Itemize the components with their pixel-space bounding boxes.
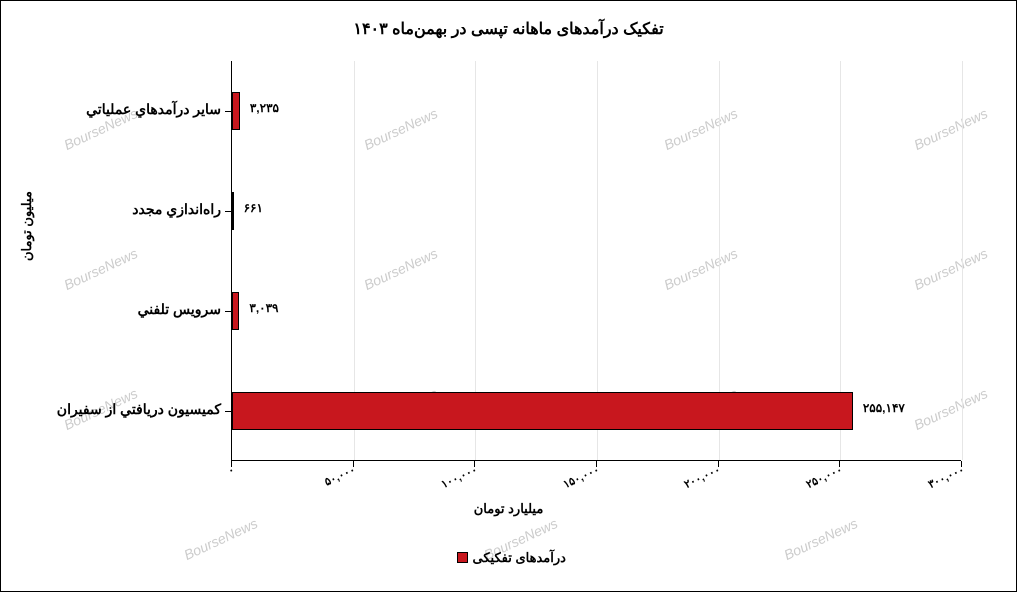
legend: درآمدهای تفکیکی xyxy=(1,549,1016,567)
y-tick-mark xyxy=(225,111,231,112)
bar-value-label: ۳,۰۳۹ xyxy=(249,301,278,315)
y-tick-mark xyxy=(225,311,231,312)
legend-marker xyxy=(457,552,468,563)
bar xyxy=(232,92,240,130)
y-tick-mark xyxy=(225,411,231,412)
y-tick-mark xyxy=(225,211,231,212)
gridline xyxy=(962,61,963,460)
x-tick-label: ۳۰۰,۰۰۰ xyxy=(893,463,966,506)
x-tick-label: ۲۵۰,۰۰۰ xyxy=(771,463,844,506)
chart-container: تفکیک درآمدهای ماهانه تپسی در بهمن‌ماه ۱… xyxy=(0,0,1017,592)
plot-area: ۳,۲۳۵ ۶۶۱ ۳,۰۳۹ ۲۵۵,۱۴۷ xyxy=(231,61,961,461)
bar-value-label: ۶۶۱ xyxy=(244,201,263,215)
x-tick-label: ۱۵۰,۰۰۰ xyxy=(528,463,601,506)
watermark: BourseNews xyxy=(61,245,140,293)
bar-group: ۶۶۱ xyxy=(232,161,961,261)
bar xyxy=(232,292,239,330)
bar-group: ۳,۲۳۵ xyxy=(232,61,961,161)
bar-group: ۳,۰۳۹ xyxy=(232,261,961,361)
category-label: سرويس تلفني xyxy=(21,301,221,318)
category-label: ساير درآمدهاي عملياتي xyxy=(21,101,221,118)
chart-title: تفکیک درآمدهای ماهانه تپسی در بهمن‌ماه ۱… xyxy=(1,19,1016,39)
legend-label: درآمدهای تفکیکی xyxy=(473,550,566,566)
bar-value-label: ۲۵۵,۱۴۷ xyxy=(863,401,905,415)
x-tick-label: ۰ xyxy=(186,463,237,496)
y-axis-label: میلیون تومان xyxy=(19,191,35,261)
x-tick-label: ۱۰۰,۰۰۰ xyxy=(406,463,479,506)
category-label: راه‌اندازي مجدد xyxy=(21,201,221,218)
category-label: کميسيون دريافتي از سفيران xyxy=(21,401,221,418)
x-tick-label: ۲۰۰,۰۰۰ xyxy=(649,463,722,506)
bar xyxy=(232,192,234,230)
bar-value-label: ۳,۲۳۵ xyxy=(250,101,279,115)
bar xyxy=(232,392,853,430)
x-axis-label: میلیارد تومان xyxy=(1,501,1016,517)
x-tick-label: ۵۰,۰۰۰ xyxy=(289,463,358,504)
bar-group: ۲۵۵,۱۴۷ xyxy=(232,361,961,461)
